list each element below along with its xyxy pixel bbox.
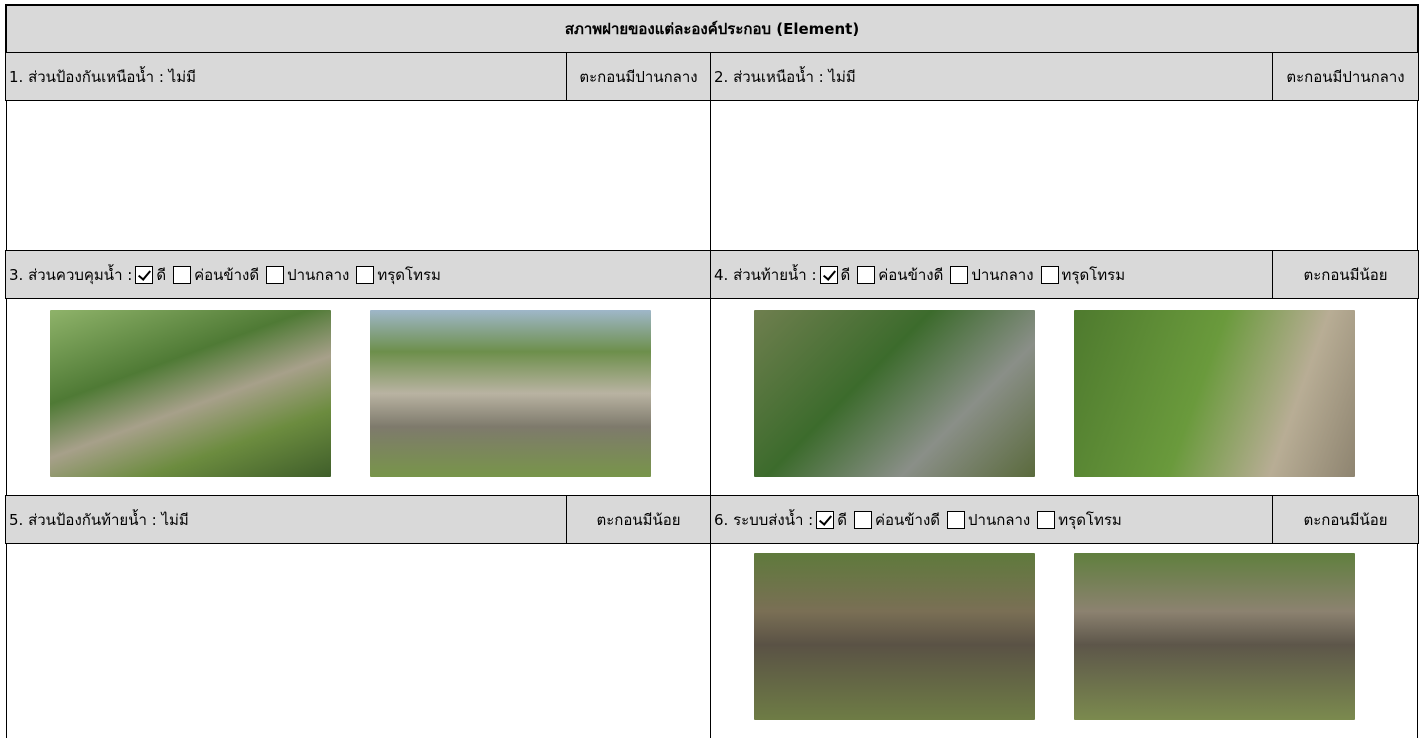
border <box>1417 100 1418 250</box>
checkbox <box>1037 511 1056 529</box>
option-label: ค่อนข้างดี <box>878 265 944 284</box>
photo <box>50 310 331 477</box>
option-label: ปานกลาง <box>287 265 350 284</box>
checkbox <box>356 266 375 284</box>
section-label: 3. ส่วนควบคุมน้ำ : ดี ค่อนข้างดี ปานกลาง ทรุ… <box>5 250 711 299</box>
section-title: 3. ส่วนควบคุมน้ำ : <box>9 265 133 284</box>
checkbox <box>819 266 838 284</box>
border <box>1417 298 1418 495</box>
checkbox <box>857 266 876 284</box>
border <box>1417 543 1418 738</box>
checkbox <box>950 266 969 284</box>
option-label: ปานกลาง <box>971 265 1034 284</box>
checkbox <box>266 266 285 284</box>
border <box>710 100 711 250</box>
option-label: ปานกลาง <box>968 510 1031 529</box>
border <box>6 543 7 738</box>
border <box>710 298 711 495</box>
options: ดี ค่อนข้างดี ปานกลาง ทรุดโทรม <box>813 508 1126 532</box>
photo <box>754 310 1035 477</box>
checkbox <box>947 511 966 529</box>
table-title: สภาพฝายของแต่ละองค์ประกอบ (Element) <box>5 4 1419 53</box>
section-label: 2. ส่วนเหนือน้ำ : ไม่มี <box>710 52 1273 101</box>
sediment-label: ตะกอนมีปานกลาง <box>1272 52 1419 101</box>
checkbox <box>173 266 192 284</box>
sediment-label: ตะกอนมีน้อย <box>1272 250 1419 299</box>
checkbox <box>1040 266 1059 284</box>
checkbox <box>135 266 154 284</box>
photo <box>1074 310 1355 477</box>
checkbox <box>853 511 872 529</box>
options: ดี ค่อนข้างดี ปานกลาง ทรุดโทรม <box>132 263 445 287</box>
sediment-label: ตะกอนมีน้อย <box>1272 495 1419 544</box>
photo <box>370 310 651 477</box>
options: ดี ค่อนข้างดี ปานกลาง ทรุดโทรม <box>817 263 1130 287</box>
option-label: ดี <box>840 265 851 284</box>
option-label: ค่อนข้างดี <box>874 510 941 529</box>
sediment-label: ตะกอนมีน้อย <box>566 495 711 544</box>
option-label: ดี <box>837 510 847 529</box>
option-label: ทรุดโทรม <box>377 265 441 284</box>
option-label: ทรุดโทรม <box>1061 265 1126 284</box>
checkbox <box>816 511 835 529</box>
option-label: ค่อนข้างดี <box>194 265 260 284</box>
option-label: ทรุดโทรม <box>1058 510 1122 529</box>
section-title: 4. ส่วนท้ายน้ำ : <box>714 265 817 284</box>
photo <box>1074 553 1355 720</box>
photo <box>754 553 1035 720</box>
section-label: 5. ส่วนป้องกันท้ายน้ำ : ไม่มี <box>5 495 567 544</box>
sediment-label: ตะกอนมีปานกลาง <box>566 52 711 101</box>
border <box>6 100 7 250</box>
section-label: 6. ระบบส่งน้ำ : ดี ค่อนข้างดี ปานกลาง ทรุดโท… <box>710 495 1273 544</box>
section-label: 4. ส่วนท้ายน้ำ : ดี ค่อนข้างดี ปานกลาง ทรุดโ… <box>710 250 1273 299</box>
border <box>710 543 711 738</box>
section-title: 6. ระบบส่งน้ำ : <box>714 510 814 529</box>
option-label: ดี <box>156 265 167 284</box>
border <box>6 298 7 495</box>
section-label: 1. ส่วนป้องกันเหนือน้ำ : ไม่มี <box>5 52 567 101</box>
